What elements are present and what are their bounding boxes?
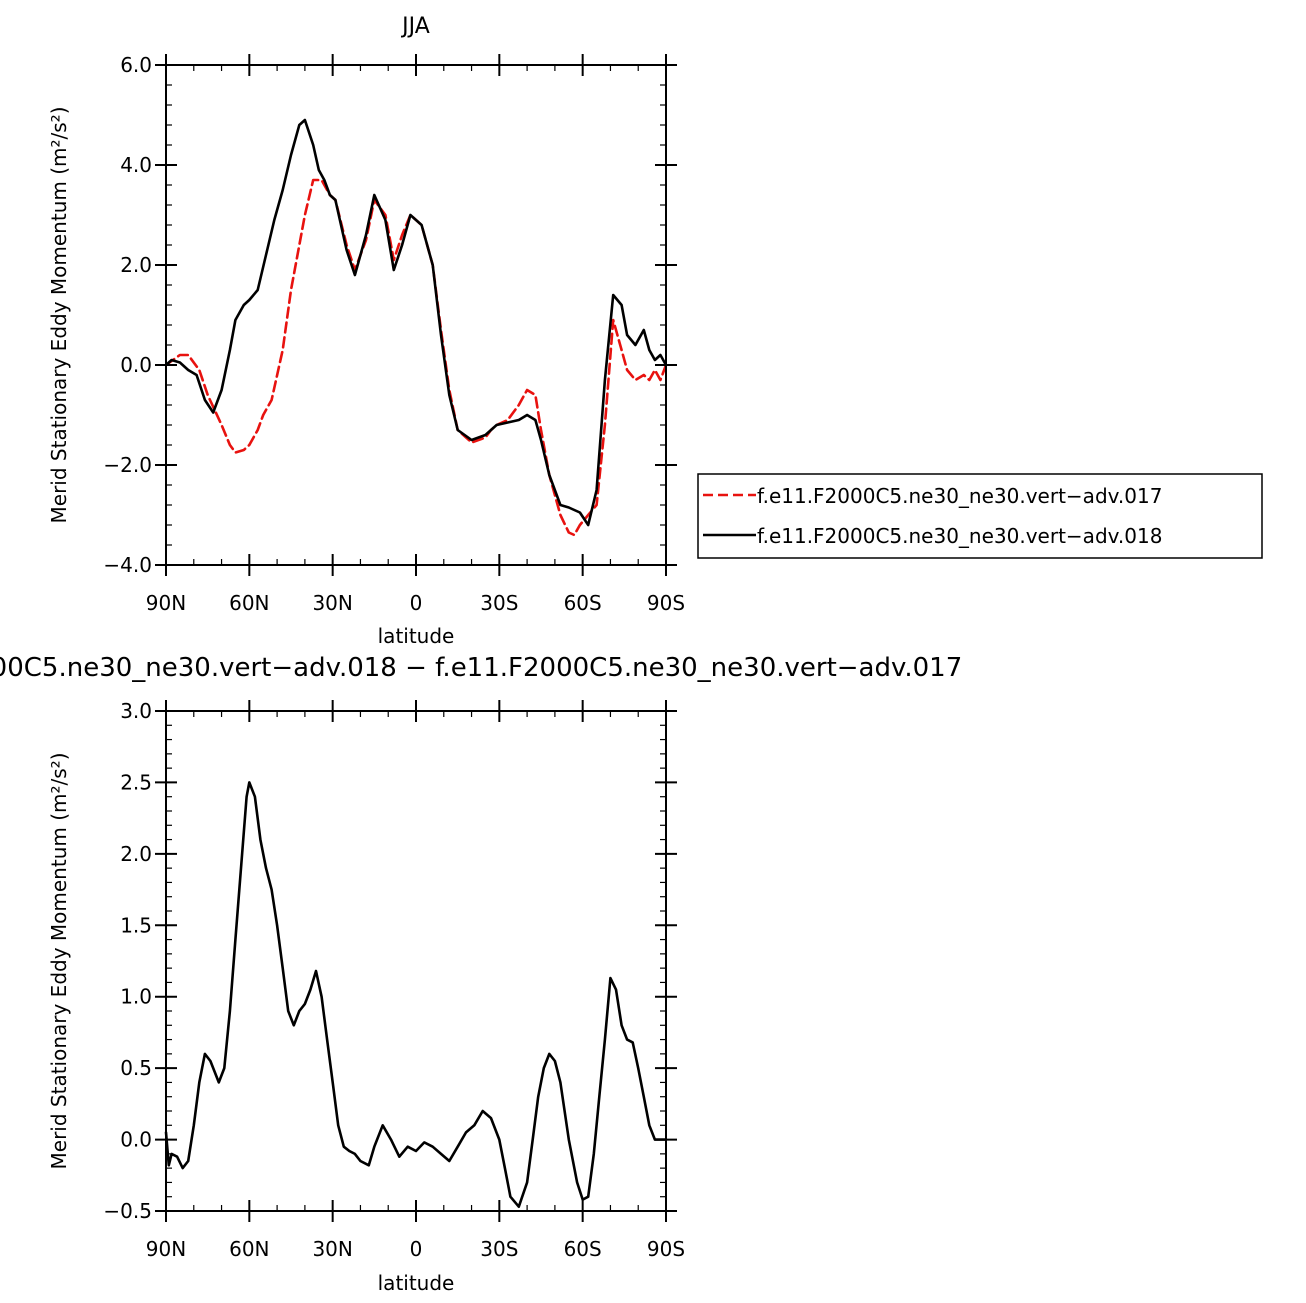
ytick-label: 4.0 <box>120 153 152 177</box>
ytick-label: 0.0 <box>120 353 152 377</box>
xtick-label: 30S <box>480 591 518 615</box>
xtick-label: 30N <box>312 1237 352 1261</box>
xtick-label: 90N <box>146 1237 186 1261</box>
xtick-label: 0 <box>410 1237 423 1261</box>
ytick-label: 1.5 <box>120 913 152 937</box>
ytick-label: 1.0 <box>120 985 152 1009</box>
ytick-label: 3.0 <box>120 699 152 723</box>
ytick-label: 0.5 <box>120 1056 152 1080</box>
xtick-label: 30N <box>312 591 352 615</box>
top-ticks: −4.0 −2.0 0.0 2.0 4.0 6.0 90N 60N 30N 0 30S 60S 90S <box>103 53 685 615</box>
top-plot-frame <box>165 64 667 566</box>
ytick-label: 0.0 <box>120 1128 152 1152</box>
ytick-label: 2.5 <box>120 770 152 794</box>
ytick-label: −4.0 <box>103 553 152 577</box>
xtick-label: 30S <box>480 1237 518 1261</box>
legend: f.e11.F2000C5.ne30_ne30.vert−adv.017 f.e… <box>697 473 1263 559</box>
bottom-ylabel: Merid Stationary Eddy Momentum (m²/s²) <box>47 753 71 1170</box>
xtick-label: 60S <box>564 1237 602 1261</box>
top-series-group <box>164 118 668 537</box>
xtick-label: 60N <box>229 1237 269 1261</box>
legend-box <box>697 473 1263 559</box>
legend-label-017: f.e11.F2000C5.ne30_ne30.vert−adv.017 <box>757 484 1162 508</box>
legend-label-018: f.e11.F2000C5.ne30_ne30.vert−adv.018 <box>757 524 1162 548</box>
ytick-label: 2.0 <box>120 253 152 277</box>
ytick-label: 6.0 <box>120 53 152 77</box>
bottom-ticks: −0.5 0.0 0.5 1.0 1.5 2.0 2.5 3.0 90N 60N 30N 0 30S 60… <box>103 699 685 1261</box>
top-chart-title: JJA <box>400 14 430 39</box>
xtick-label: 90S <box>647 591 685 615</box>
bottom-plot-frame <box>165 710 667 1212</box>
ytick-label: 2.0 <box>120 842 152 866</box>
top-series-line-0 <box>164 178 668 537</box>
bottom-xlabel: latitude <box>378 1271 455 1295</box>
top-panel: JJA −4.0 −2.0 0.0 2.0 4.0 6.0 90N 60N 30N 0 30S 60S… <box>47 14 1263 648</box>
xtick-label: 60S <box>564 591 602 615</box>
xtick-label: 0 <box>410 591 423 615</box>
top-ylabel: Merid Stationary Eddy Momentum (m²/s²) <box>47 107 71 524</box>
bottom-panel: f.e11.F2000C5.ne30_ne30.vert−adv.018 − f… <box>0 653 962 1295</box>
xtick-label: 90S <box>647 1237 685 1261</box>
xtick-label: 90N <box>146 591 186 615</box>
xtick-label: 60N <box>229 591 269 615</box>
top-xlabel: latitude <box>378 624 455 648</box>
top-series-line-1 <box>164 118 668 527</box>
ytick-label: −2.0 <box>103 453 152 477</box>
bottom-series-line-0 <box>164 781 668 1208</box>
bottom-series-group <box>164 781 668 1208</box>
bottom-chart-title: f.e11.F2000C5.ne30_ne30.vert−adv.018 − f… <box>0 653 962 683</box>
ytick-label: −0.5 <box>103 1199 152 1223</box>
